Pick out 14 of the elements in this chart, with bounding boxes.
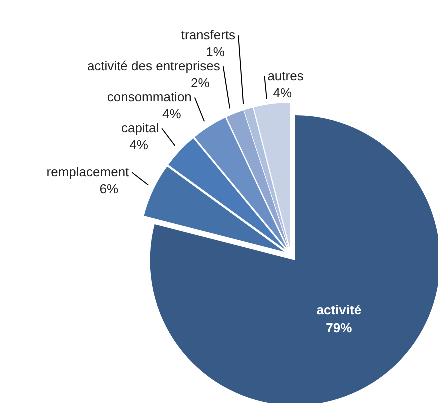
slice-label: capital	[121, 120, 160, 136]
slice-label: activité	[316, 302, 362, 318]
data-label: 2%	[191, 76, 210, 91]
slice-label: consommation	[107, 90, 192, 105]
slice-label: activité des entreprises	[87, 58, 221, 74]
data-label: 4%	[273, 85, 293, 100]
slice-label: transferts	[181, 28, 236, 43]
data-label: 4%	[130, 138, 149, 153]
data-label: 4%	[162, 106, 182, 122]
data-label: 79%	[326, 320, 353, 336]
slice-label: remplacement	[46, 164, 130, 180]
slice-label: autres	[268, 68, 304, 84]
data-label: 1%	[206, 44, 226, 60]
data-label: 6%	[100, 182, 120, 197]
